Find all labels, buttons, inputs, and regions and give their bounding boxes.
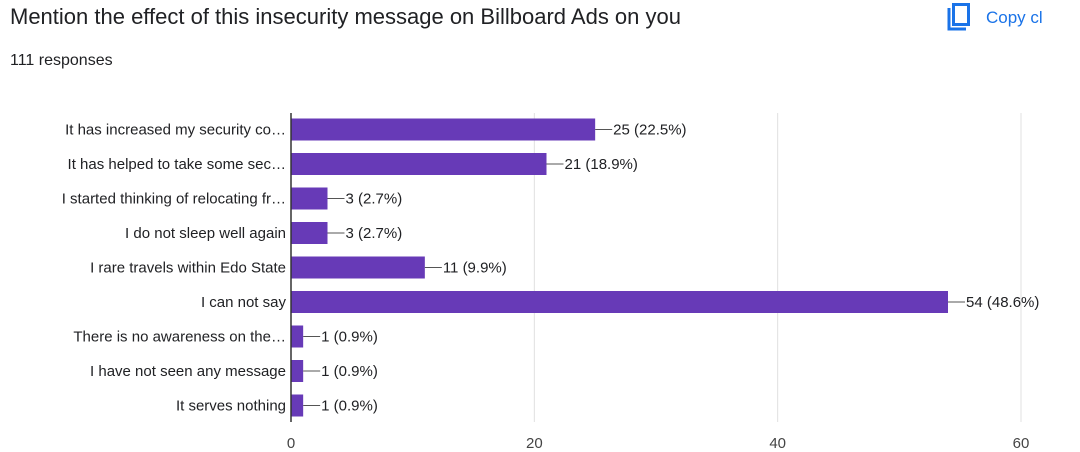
bar — [291, 256, 425, 279]
category-label: I can not say — [201, 294, 287, 311]
value-label: 21 (18.9%) — [565, 156, 638, 173]
value-label: 1 (0.9%) — [321, 329, 378, 346]
category-label: It serves nothing — [176, 398, 286, 415]
value-label: 25 (22.5%) — [613, 122, 686, 139]
bar — [291, 222, 328, 244]
x-tick-label: 0 — [287, 435, 295, 452]
bar — [291, 394, 304, 417]
value-label: 1 (0.9%) — [321, 398, 378, 415]
question-title: Mention the effect of this insecurity me… — [10, 4, 681, 29]
bar — [291, 187, 328, 210]
bar — [291, 118, 596, 141]
bar — [291, 153, 547, 175]
response-count: 111 responses — [10, 52, 113, 69]
category-label: It has increased my security co… — [65, 122, 286, 139]
value-label: 1 (0.9%) — [321, 363, 378, 380]
category-label: I started thinking of relocating fr… — [62, 191, 286, 208]
copy-icon — [947, 3, 970, 31]
x-tick-label: 20 — [526, 435, 543, 452]
category-label: There is no awareness on the… — [73, 329, 286, 346]
copy-chart-button[interactable]: Copy cl — [946, 2, 1043, 34]
category-label: I do not sleep well again — [125, 225, 286, 242]
value-label: 11 (9.9%) — [443, 260, 507, 277]
x-tick-label: 60 — [1013, 435, 1030, 452]
bar — [291, 360, 304, 382]
category-label: I rare travels within Edo State — [90, 260, 286, 277]
x-tick-label: 40 — [769, 435, 786, 452]
value-label: 3 (2.7%) — [346, 225, 403, 242]
bar — [291, 291, 948, 313]
value-label: 3 (2.7%) — [346, 191, 403, 208]
category-label: I have not seen any message — [90, 363, 286, 380]
value-label: 54 (48.6%) — [966, 294, 1039, 311]
category-label: It has helped to take some sec… — [68, 156, 286, 173]
copy-chart-label: Copy cl — [986, 8, 1043, 27]
bar — [291, 325, 304, 348]
